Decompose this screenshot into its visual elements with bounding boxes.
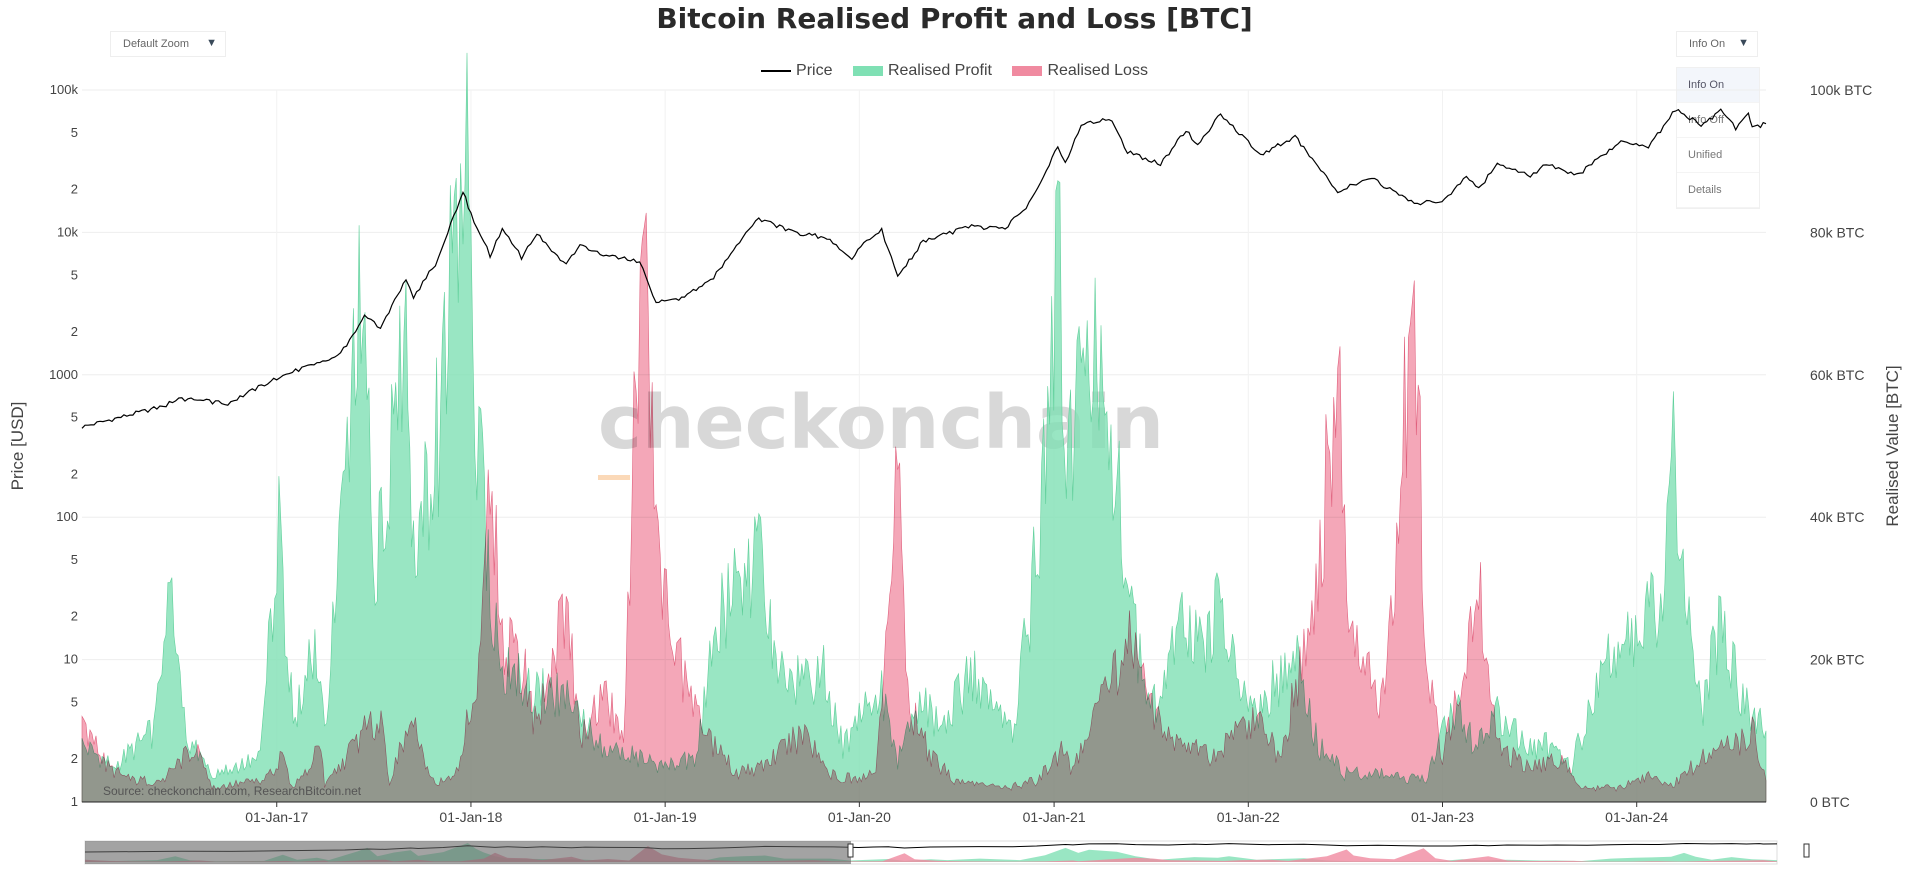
- x-tick-label: 01-Jan-19: [634, 809, 697, 825]
- legend-item-price[interactable]: Price: [761, 62, 833, 80]
- legend-label: Realised Loss: [1047, 62, 1148, 79]
- zoom-dropdown[interactable]: Default Zoom ▼: [110, 31, 226, 57]
- info-menu: Info On Info Off Unified Details: [1676, 67, 1760, 209]
- y-axis-left-label: Price [USD]: [8, 402, 27, 491]
- y-left-tick-label: 2: [71, 466, 78, 481]
- x-tick-label: 01-Jan-24: [1605, 809, 1668, 825]
- x-tick-label: 01-Jan-23: [1411, 809, 1474, 825]
- price-line: [81, 108, 1767, 429]
- y-left-tick-label: 10k: [57, 224, 78, 239]
- info-menu-item[interactable]: Details: [1677, 173, 1759, 208]
- y-right-tick-label: 100k BTC: [1810, 82, 1872, 98]
- y-axis-right-label: Realised Value [BTC]: [1883, 365, 1902, 526]
- legend-swatch: [852, 65, 883, 76]
- legend-swatch: [761, 69, 792, 72]
- y-left-tick-label: 5: [71, 694, 78, 709]
- x-tick-label: 01-Jan-22: [1217, 809, 1280, 825]
- plot-lines: [81, 108, 1767, 429]
- navigator-mask: [85, 841, 851, 864]
- y-left-tick-label: 5: [71, 267, 78, 282]
- y-left-tick-label: 10: [64, 652, 78, 667]
- x-axis: 01-Jan-17 01-Jan-18 01-Jan-19 01-Jan-20 01-J…: [245, 802, 1668, 825]
- range-navigator[interactable]: [84, 840, 1810, 865]
- y-left-tick-label: 2: [71, 324, 78, 339]
- y-left-tick-label: 1: [71, 794, 78, 809]
- legend-swatch: [1012, 65, 1043, 76]
- x-tick-label: 01-Jan-21: [1023, 809, 1086, 825]
- navigator-handle[interactable]: [1803, 843, 1810, 858]
- y-right-tick-label: 40k BTC: [1810, 509, 1864, 525]
- y-left-tick-label: 5: [71, 125, 78, 140]
- y-left-tick-label: 5: [71, 410, 78, 425]
- x-tick-label: 01-Jan-17: [245, 809, 308, 825]
- legend-item-realised-loss[interactable]: Realised Loss: [1012, 62, 1148, 80]
- legend-item-realised-profit[interactable]: Realised Profit: [852, 62, 992, 80]
- y-axis-left: 1 2 5 10 2 5 100 2 5 1000 2 5 10k 2 5 100k: [49, 82, 78, 809]
- info-dropdown[interactable]: Info On ▼: [1676, 31, 1758, 57]
- y-left-tick-label: 2: [71, 182, 78, 197]
- legend-label: Price: [796, 62, 833, 79]
- y-right-tick-label: 20k BTC: [1810, 652, 1864, 668]
- plot-areas: [81, 52, 1767, 803]
- y-left-tick-label: 2: [71, 751, 78, 766]
- y-left-tick-label: 100k: [50, 82, 79, 97]
- navigator-handle[interactable]: [847, 843, 854, 858]
- y-right-tick-label: 60k BTC: [1810, 367, 1864, 383]
- info-menu-item[interactable]: Info On: [1677, 68, 1759, 103]
- zoom-dropdown-label: Default Zoom: [123, 38, 190, 50]
- y-right-tick-label: 80k BTC: [1810, 224, 1864, 240]
- info-menu-item[interactable]: Unified: [1677, 138, 1759, 173]
- y-axis-right: 0 BTC 20k BTC 40k BTC 60k BTC 80k BTC 100k BT…: [1810, 82, 1872, 810]
- y-right-tick-label: 0 BTC: [1810, 794, 1850, 810]
- info-dropdown-label: Info On: [1689, 38, 1726, 50]
- chart-title: Bitcoin Realised Profit and Loss [BTC]: [656, 2, 1253, 35]
- legend-label: Realised Profit: [887, 62, 992, 79]
- navigator-profit-area: [85, 843, 1777, 862]
- realised-loss-area: [81, 212, 1767, 803]
- y-left-tick-label: 1000: [49, 367, 78, 382]
- chevron-down-icon: ▼: [206, 37, 217, 49]
- y-left-tick-label: 5: [71, 552, 78, 567]
- source-note: Source: checkonchain.com, ResearchBitcoi…: [103, 784, 362, 798]
- watermark-accent: [598, 475, 630, 480]
- chart-legend: Price Realised Profit Realised Loss: [0, 62, 1909, 80]
- chevron-down-icon: ▼: [1738, 37, 1749, 49]
- x-tick-label: 01-Jan-20: [828, 809, 891, 825]
- y-left-tick-label: 100: [56, 509, 78, 524]
- x-tick-label: 01-Jan-18: [439, 809, 502, 825]
- y-left-tick-label: 2: [71, 609, 78, 624]
